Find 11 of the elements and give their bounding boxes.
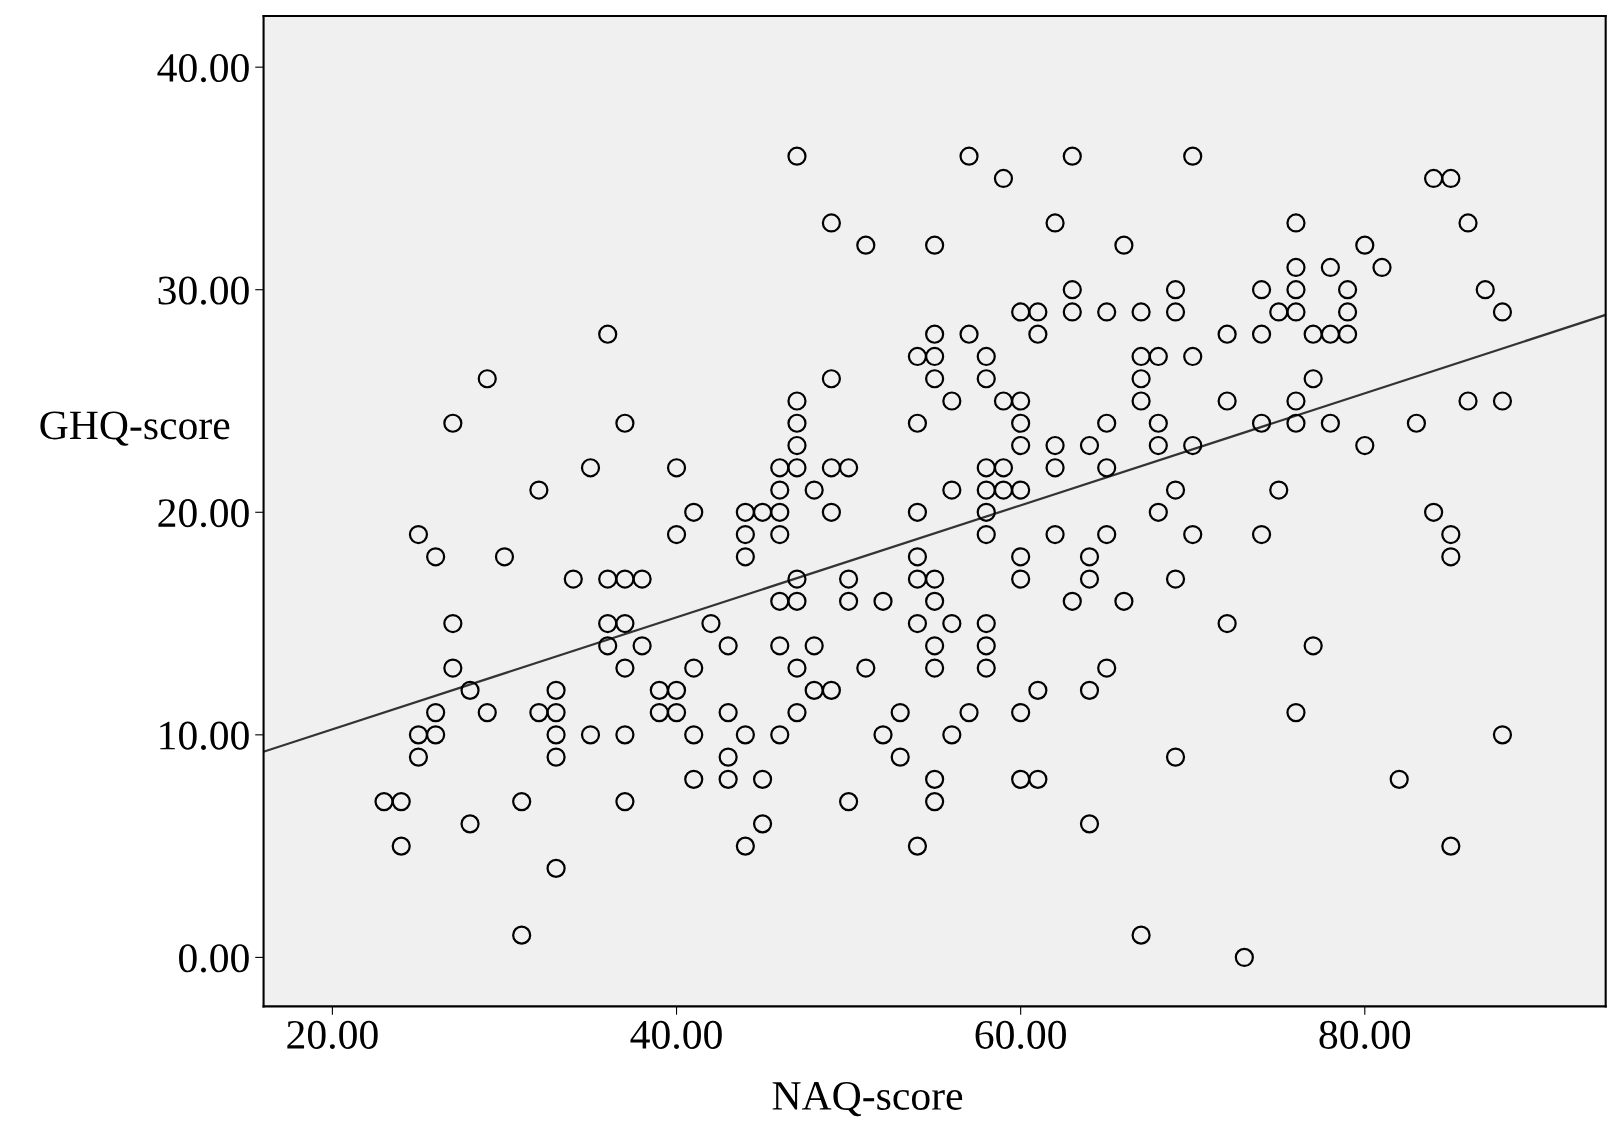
y-tick-label: 0.00 (179, 944, 249, 973)
y-tick-label: 40.00 (157, 53, 249, 83)
x-tick-label: 20.00 (287, 1020, 378, 1050)
x-tick-label: 60.00 (975, 1020, 1066, 1050)
y-axis-title: GHQ-score (40, 411, 230, 446)
y-tick-label: 30.00 (158, 276, 249, 305)
y-tick-label: 10.00 (160, 721, 249, 750)
x-axis-title: NAQ-score (772, 1081, 963, 1117)
x-tick-label: 40.00 (630, 1020, 722, 1050)
x-tick-label: 80.00 (1319, 1020, 1411, 1050)
y-tick-label: 20.00 (158, 499, 249, 528)
